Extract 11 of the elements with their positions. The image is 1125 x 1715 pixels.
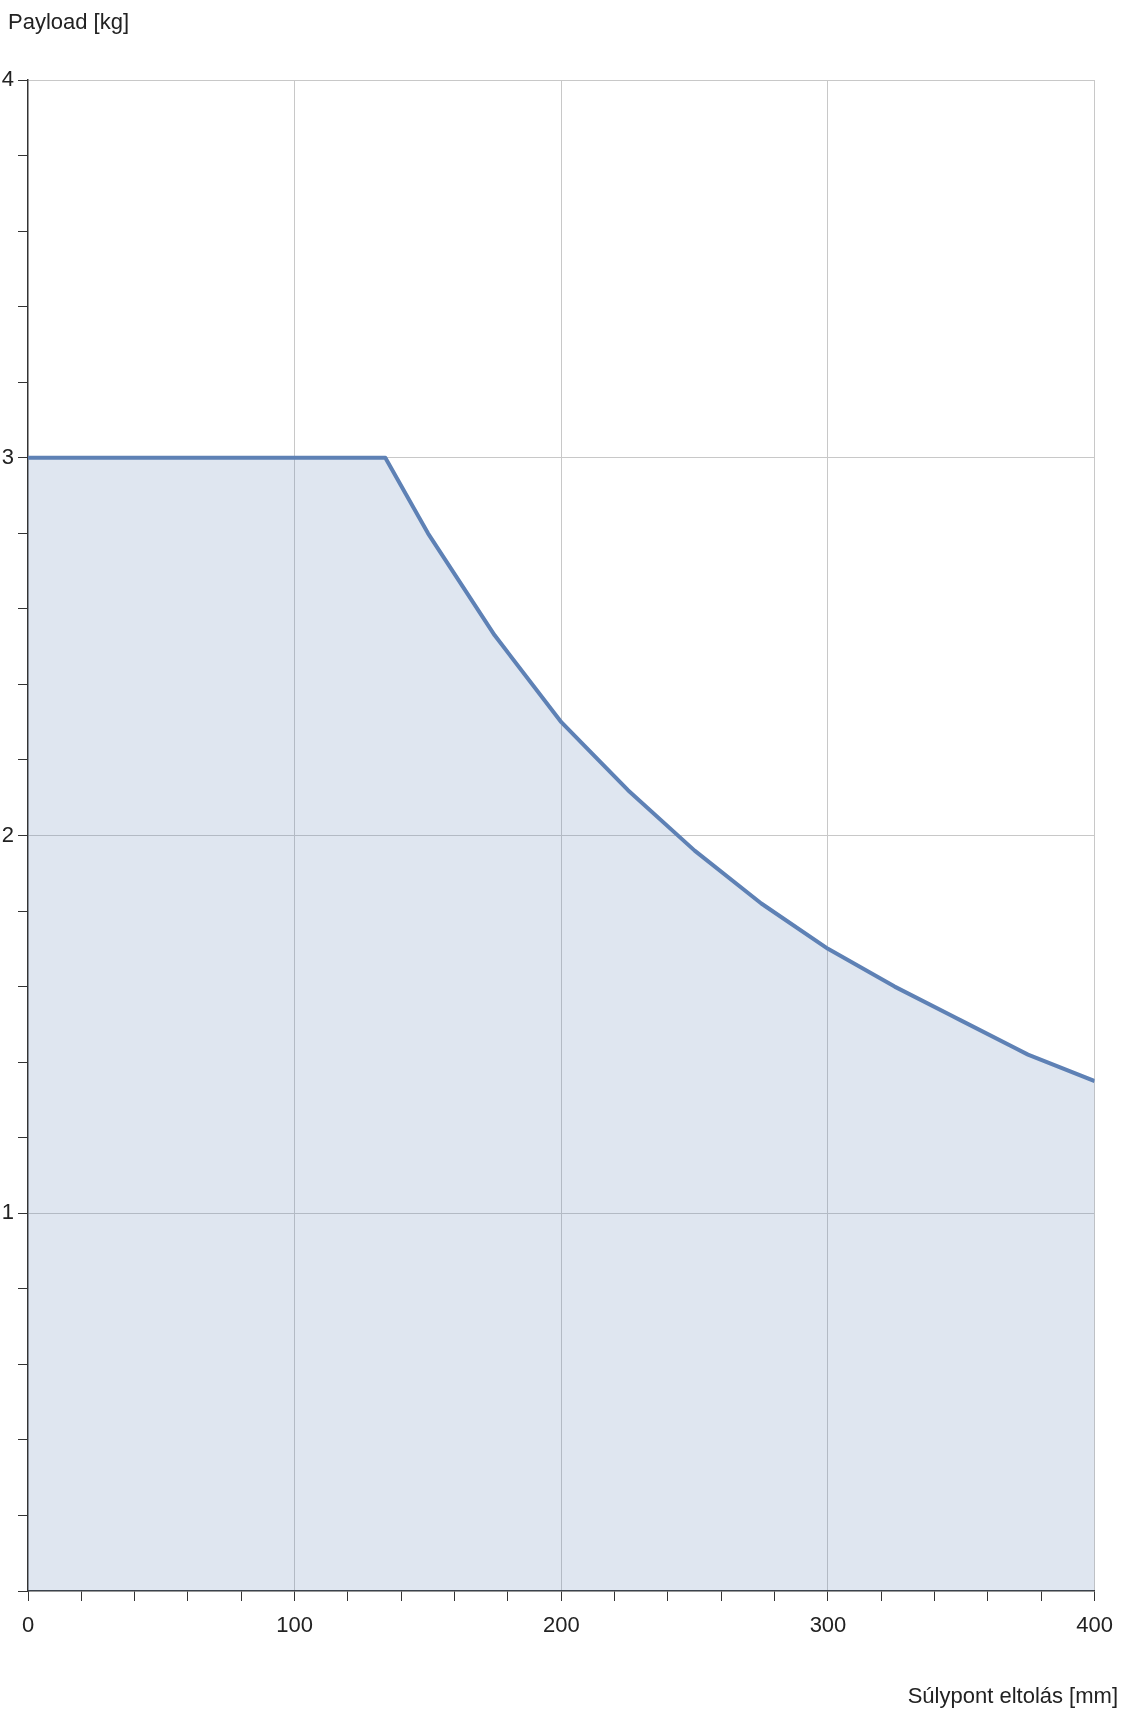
x-tick-label: 200 <box>542 1612 580 1638</box>
x-tick-label: 100 <box>276 1612 314 1638</box>
x-tick-label: 0 <box>21 1612 35 1638</box>
y-axis-title: Payload [kg] <box>8 9 130 35</box>
x-axis-title: Súlypont eltolás [mm] <box>907 1683 1118 1709</box>
y-tick-label: 1 <box>1 1199 14 1225</box>
y-tick-label: 3 <box>1 443 14 469</box>
x-tick-label: 400 <box>1076 1612 1114 1638</box>
y-tick-label: 2 <box>1 821 14 847</box>
y-tick-label: 4 <box>1 66 14 92</box>
x-tick-label: 300 <box>809 1612 847 1638</box>
